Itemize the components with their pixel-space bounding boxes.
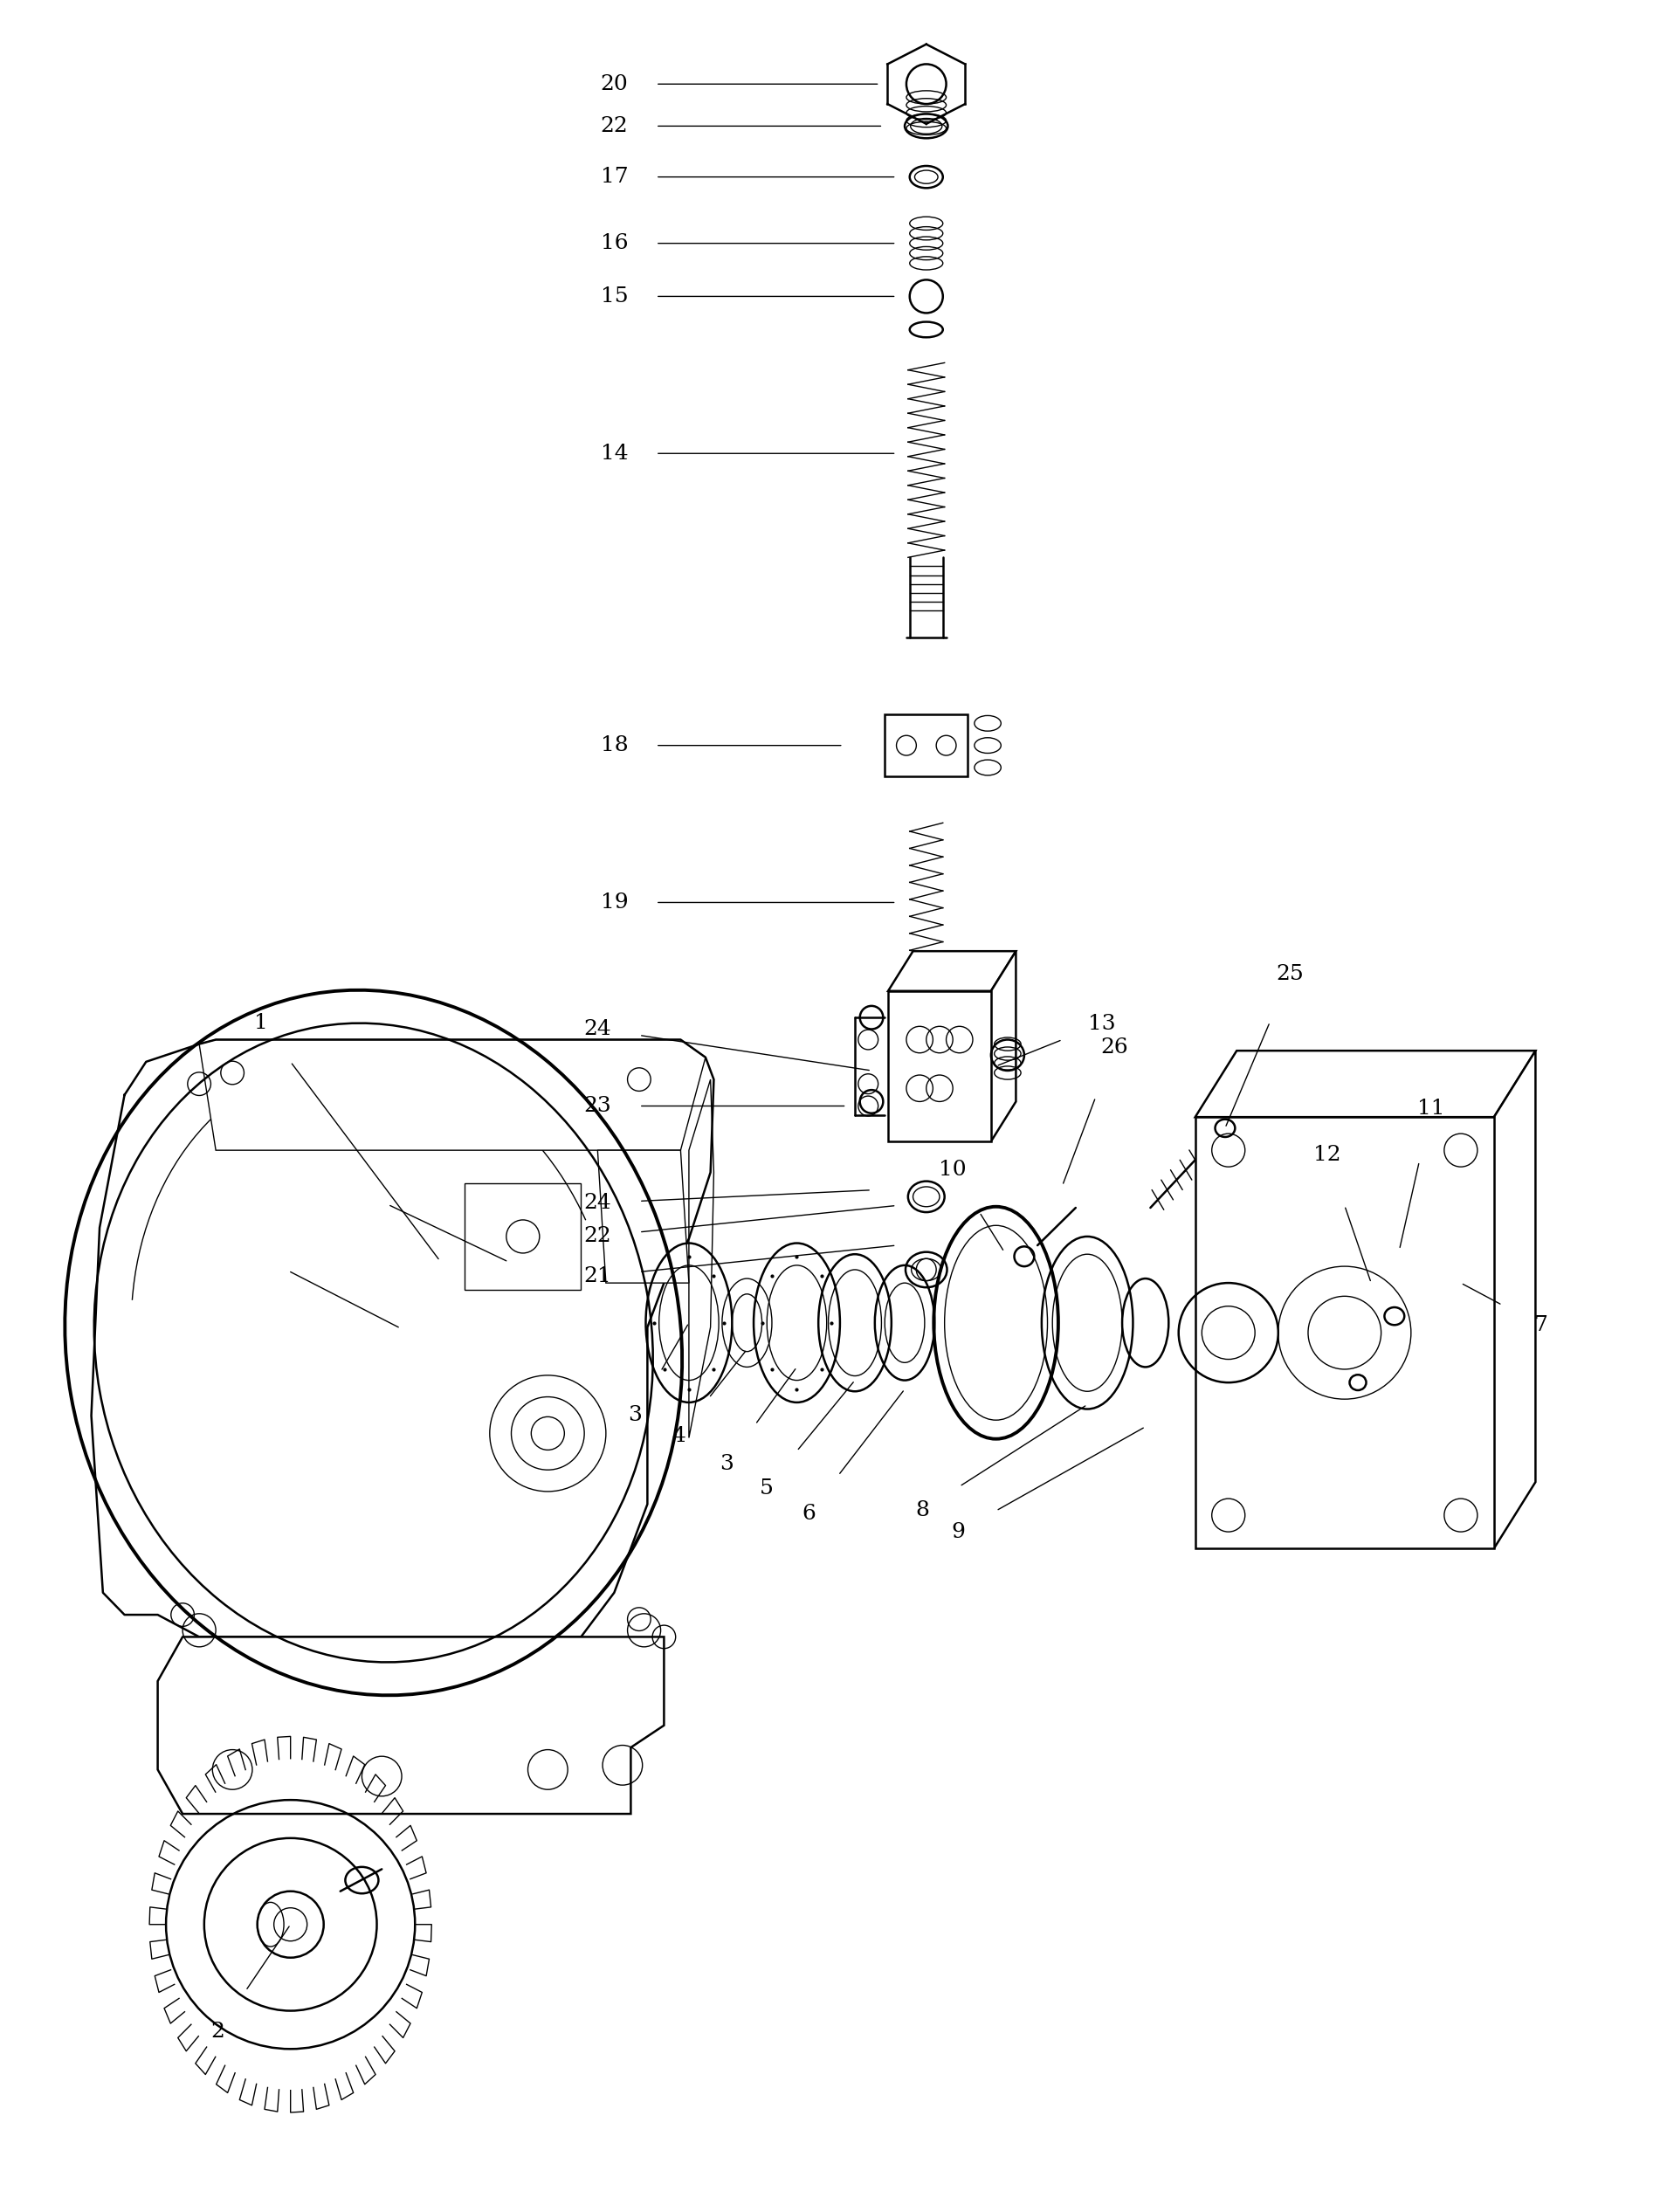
Bar bbox=[888, 991, 991, 1141]
Polygon shape bbox=[991, 951, 1016, 1141]
Text: 3: 3 bbox=[719, 1453, 734, 1475]
Text: 10: 10 bbox=[940, 1159, 966, 1179]
Text: 14: 14 bbox=[601, 442, 627, 465]
Polygon shape bbox=[689, 1079, 714, 1438]
Text: 17: 17 bbox=[601, 166, 627, 188]
Text: 1: 1 bbox=[254, 1013, 267, 1033]
Polygon shape bbox=[158, 1637, 664, 1814]
Text: 20: 20 bbox=[601, 73, 627, 95]
Text: 25: 25 bbox=[1277, 964, 1305, 984]
Text: 9: 9 bbox=[951, 1522, 964, 1542]
Text: 22: 22 bbox=[584, 1225, 611, 1245]
Polygon shape bbox=[1195, 1051, 1536, 1117]
Text: 16: 16 bbox=[601, 232, 627, 254]
Text: 19: 19 bbox=[601, 891, 627, 914]
Text: 24: 24 bbox=[584, 1020, 613, 1040]
Text: 18: 18 bbox=[601, 734, 627, 757]
Polygon shape bbox=[888, 951, 1016, 991]
Text: 22: 22 bbox=[601, 115, 627, 137]
Polygon shape bbox=[598, 1150, 689, 1283]
Text: 12: 12 bbox=[1313, 1146, 1341, 1166]
Bar bbox=[885, 714, 968, 776]
Text: 8: 8 bbox=[915, 1500, 930, 1520]
Text: 3: 3 bbox=[629, 1405, 642, 1425]
Text: 6: 6 bbox=[802, 1504, 815, 1524]
Text: 23: 23 bbox=[584, 1095, 611, 1117]
Text: 13: 13 bbox=[1089, 1013, 1116, 1033]
Text: 2: 2 bbox=[211, 2022, 224, 2042]
Text: 26: 26 bbox=[1101, 1037, 1129, 1057]
Text: 7: 7 bbox=[1534, 1316, 1547, 1336]
Bar bbox=[1195, 1117, 1494, 1548]
Text: 15: 15 bbox=[601, 285, 627, 307]
Text: 21: 21 bbox=[584, 1265, 611, 1285]
Bar bbox=[465, 1183, 581, 1290]
Text: 11: 11 bbox=[1418, 1099, 1444, 1119]
Text: 5: 5 bbox=[759, 1478, 774, 1498]
Text: 4: 4 bbox=[672, 1427, 686, 1447]
Polygon shape bbox=[199, 1040, 706, 1150]
Text: 24: 24 bbox=[584, 1192, 611, 1212]
Polygon shape bbox=[1494, 1051, 1536, 1548]
